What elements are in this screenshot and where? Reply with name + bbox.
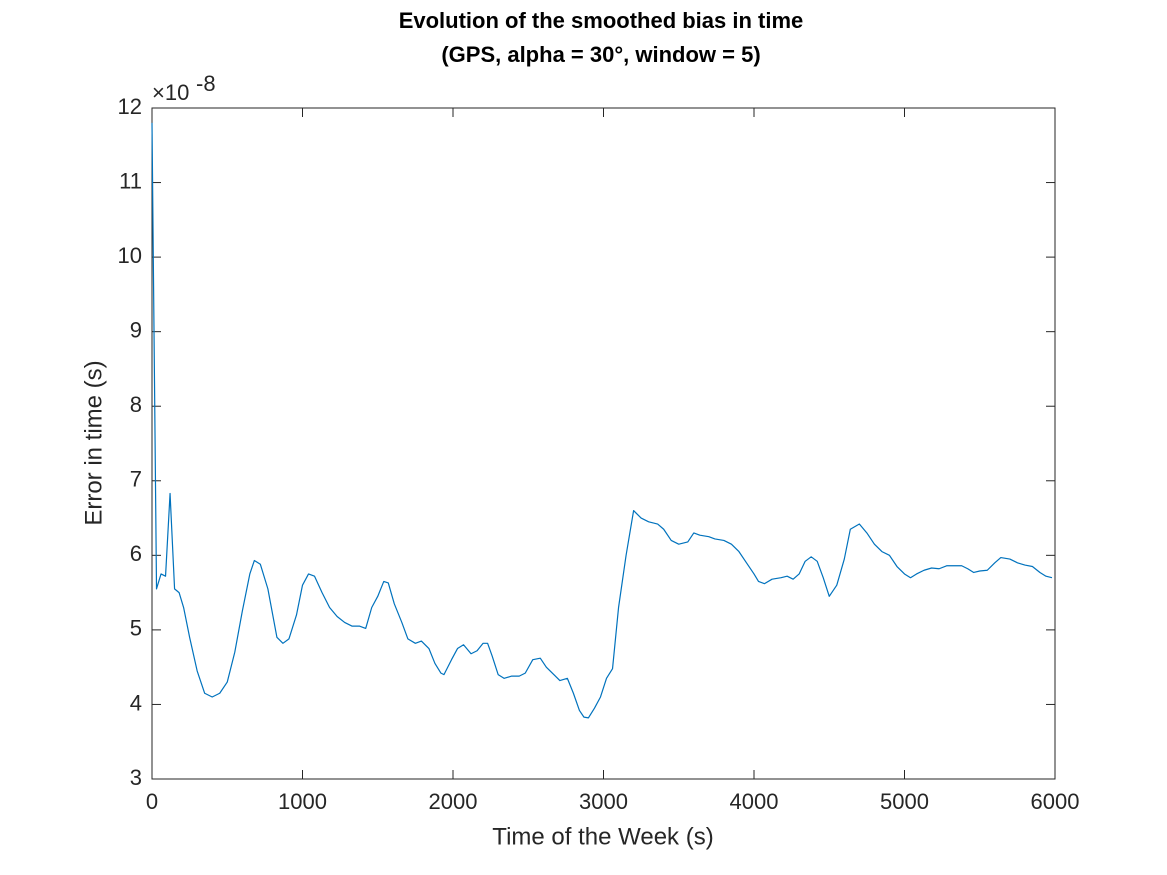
x-tick-label: 1000 (278, 789, 327, 814)
y-axis-label: Error in time (s) (80, 360, 107, 525)
y-tick-label: 5 (130, 616, 142, 641)
y-multiplier: ×10 (152, 80, 189, 105)
x-tick-label: 4000 (730, 789, 779, 814)
y-tick-label: 4 (130, 690, 142, 715)
x-tick-label: 5000 (880, 789, 929, 814)
chart-title: Evolution of the smoothed bias in time (399, 8, 804, 33)
y-tick-label: 10 (118, 243, 142, 268)
y-tick-label: 8 (130, 392, 142, 417)
plot-frame (151, 107, 1056, 780)
y-tick-label: 3 (130, 765, 142, 790)
x-tick-label: 2000 (429, 789, 478, 814)
y-tick-label: 6 (130, 541, 142, 566)
x-axis-label: Time of the Week (s) (492, 823, 713, 850)
y-multiplier-exponent: -8 (196, 71, 216, 96)
data-line (151, 122, 1053, 719)
y-tick-label: 11 (119, 168, 142, 193)
x-tick-label: 6000 (1031, 789, 1080, 814)
y-tick-label: 9 (130, 317, 142, 342)
y-tick-label: 7 (130, 467, 142, 492)
x-tick-label: 0 (146, 789, 158, 814)
y-tick-label: 12 (118, 94, 142, 119)
x-tick-label: 3000 (579, 789, 628, 814)
chart-subtitle: (GPS, alpha = 30°, window = 5) (441, 42, 760, 67)
